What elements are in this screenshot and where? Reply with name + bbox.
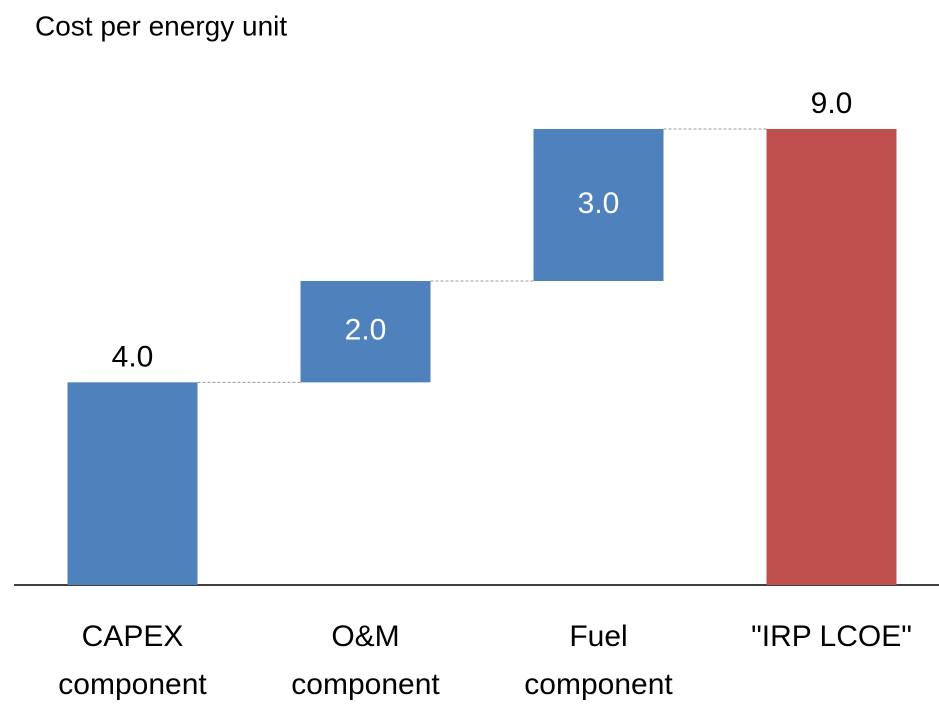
bar bbox=[67, 382, 198, 585]
x-tick-label: Fuel component bbox=[524, 620, 673, 701]
value-label: 3.0 bbox=[578, 187, 620, 220]
bar bbox=[300, 281, 431, 383]
bar bbox=[533, 129, 664, 281]
chart-title: Cost per energy unit bbox=[35, 10, 287, 41]
x-tick-label-line: component bbox=[524, 668, 673, 701]
x-tick-label-line: O&M bbox=[331, 620, 399, 653]
value-label: 4.0 bbox=[112, 340, 154, 373]
x-tick-label-line: CAPEX bbox=[82, 620, 184, 653]
value-label: 2.0 bbox=[345, 314, 387, 347]
x-tick-label: "IRP LCOE" bbox=[751, 620, 912, 653]
x-tick-label: O&M component bbox=[291, 620, 440, 701]
x-tick-label-line: Fuel bbox=[569, 620, 627, 653]
value-label: 9.0 bbox=[811, 87, 853, 120]
x-tick-label-line: "IRP LCOE" bbox=[751, 620, 912, 653]
x-tick-label-line: component bbox=[58, 668, 207, 701]
bar bbox=[766, 129, 897, 585]
x-tick-label-line: component bbox=[291, 668, 440, 701]
x-tick-label: CAPEX component bbox=[58, 620, 207, 701]
